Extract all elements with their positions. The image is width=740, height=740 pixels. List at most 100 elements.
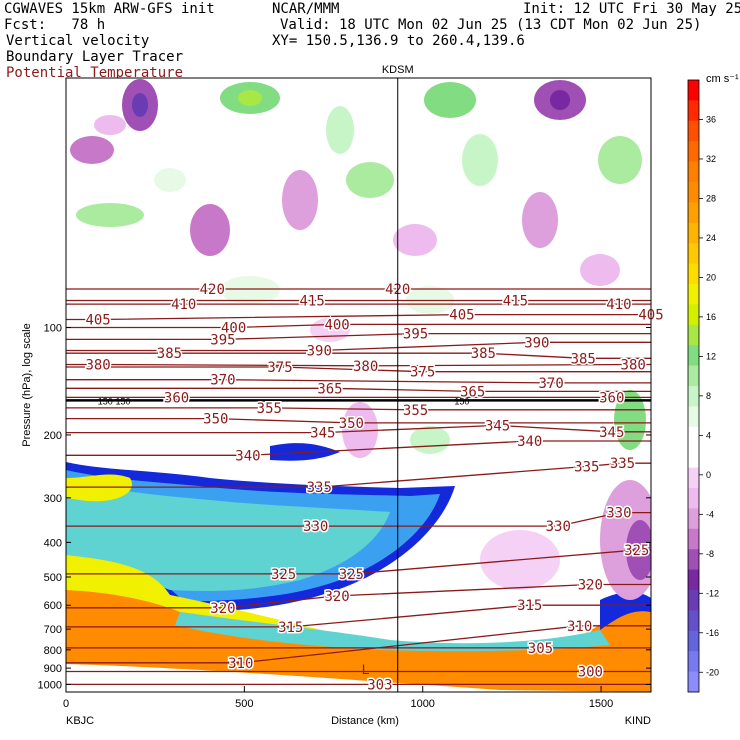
x-tick-label: 500 <box>235 698 253 710</box>
colorbar-swatch <box>688 263 699 285</box>
theta-contour-320 <box>66 583 651 609</box>
colorbar-swatch <box>688 284 699 305</box>
theta-label: 375 <box>410 365 435 381</box>
cross-section-xy: XY= 150.5,136.9 to 260.4,139.6 <box>272 33 525 49</box>
colorbar-tick-label: -4 <box>706 509 714 519</box>
y-tick-label: 700 <box>44 624 62 636</box>
model-title: CGWAVES 15km ARW-GFS init <box>4 1 215 17</box>
colorbar-swatch <box>688 141 699 163</box>
theta-label: 335 <box>307 480 332 496</box>
theta-label: 320 <box>210 601 235 617</box>
init-time: Init: 12 UTC Fri 30 May 25 <box>523 1 740 17</box>
colorbar-tick-label: 20 <box>706 272 716 282</box>
colorbar-swatch <box>688 426 699 448</box>
colorbar-swatch <box>688 386 699 407</box>
colorbar-tick-label: 28 <box>706 193 716 203</box>
colorbar-swatch <box>688 182 699 203</box>
theta-label: 355 <box>257 401 282 417</box>
colorbar-tick-label: -20 <box>706 667 719 677</box>
theta-contours <box>66 288 651 686</box>
theta-contour-315 <box>66 604 651 628</box>
colorbar-swatch <box>688 406 699 428</box>
theta-contour-350 <box>66 417 651 424</box>
colorbar-swatch <box>688 304 699 326</box>
theta-label: 380 <box>353 359 378 375</box>
theta-label: 400 <box>324 317 349 333</box>
theta-label: 310 <box>228 656 253 672</box>
theta-contour-385 <box>66 352 651 359</box>
theta-label: 340 <box>235 448 260 464</box>
field-potential-temperature: Potential Temperature <box>6 65 184 81</box>
theta-label: 330 <box>606 506 631 522</box>
colorbar-swatch <box>688 488 699 509</box>
theta-label: 385 <box>157 346 182 362</box>
colorbar-swatch <box>688 324 699 346</box>
plot-frame <box>65 77 652 693</box>
theta-contour-345 <box>66 424 651 434</box>
theta-label: 303 <box>367 677 392 693</box>
colorbar: 36 32 28 24 20 16 12 8 4 0 -4 -8 -12 -16 -20 <box>687 79 719 693</box>
theta-contour-335 <box>66 462 651 488</box>
theta-label: 405 <box>85 313 110 329</box>
theta-label: 420 <box>200 282 225 298</box>
theta-label: 395 <box>210 332 235 348</box>
colorbar-swatch <box>688 365 699 387</box>
theta-label: 390 <box>524 335 549 351</box>
colorbar-unit: cm s⁻¹ <box>706 73 739 85</box>
theta-contour-330 <box>66 511 651 527</box>
colorbar-tick-label: 12 <box>706 351 716 361</box>
y-tick-label: 1000 <box>38 679 62 691</box>
theta-label: 385 <box>471 346 496 362</box>
colorbar-tick-label: 4 <box>706 430 711 440</box>
theta-contour-380 <box>66 363 651 367</box>
colorbar-tick-label: 0 <box>706 470 711 480</box>
colorbar-swatch <box>688 120 699 142</box>
colorbar-swatch <box>688 345 699 367</box>
colorbar-swatch <box>688 569 699 591</box>
colorbar-swatch <box>688 80 699 101</box>
theta-contour-400 <box>66 323 651 329</box>
theta-label: 415 <box>299 293 324 309</box>
colorbar-swatch <box>688 590 699 611</box>
y-tick-label: 400 <box>44 537 62 549</box>
y-axis-label: Pressure (hPa), log scale <box>21 323 33 447</box>
colorbar-swatch <box>688 467 699 489</box>
x-tick-label: 1000 <box>410 698 434 710</box>
theta-label: 410 <box>606 297 631 313</box>
theta-label: 370 <box>210 373 235 389</box>
theta-label: 410 <box>171 297 196 313</box>
y-tick-label: 800 <box>44 645 62 657</box>
theta-contour-310 <box>66 625 651 664</box>
contour-marker: 150 <box>98 396 113 406</box>
colorbar-tick-label: 32 <box>706 154 716 164</box>
theta-label: 365 <box>317 381 342 397</box>
theta-label: 345 <box>310 426 335 442</box>
x-axis-label: Distance (km) <box>331 715 399 727</box>
colorbar-tick-label: 36 <box>706 114 716 124</box>
colorbar-frame <box>687 79 700 693</box>
y-tick-label: 500 <box>44 572 62 584</box>
theta-label: 320 <box>578 578 603 594</box>
theta-contour-365 <box>66 387 651 393</box>
theta-contour-390 <box>66 341 651 352</box>
colorbar-swatch <box>688 671 699 693</box>
theta-label: 325 <box>624 543 649 559</box>
colorbar-tick-label: -16 <box>706 628 719 638</box>
theta-label: 325 <box>339 567 364 583</box>
y-tick-label: 900 <box>44 663 62 675</box>
contour-marker: 150 <box>116 396 131 406</box>
theta-contour-405 <box>66 313 651 321</box>
colorbar-tick-label: 16 <box>706 312 716 322</box>
colorbar-swatch <box>688 651 699 673</box>
valid-time: Valid: 18 UTC Mon 02 Jun 25 (13 CDT Mon … <box>280 17 702 33</box>
theta-label: 390 <box>307 344 332 360</box>
field-vertical-velocity: Vertical velocity <box>6 33 150 49</box>
theta-label: 335 <box>574 459 599 475</box>
y-tick-label: 200 <box>44 430 62 442</box>
theta-contour-395 <box>66 332 651 341</box>
colorbar-swatch <box>688 549 699 571</box>
colorbar-swatch <box>688 243 699 265</box>
theta-label: 345 <box>599 425 624 441</box>
theta-contour-325 <box>66 549 651 575</box>
